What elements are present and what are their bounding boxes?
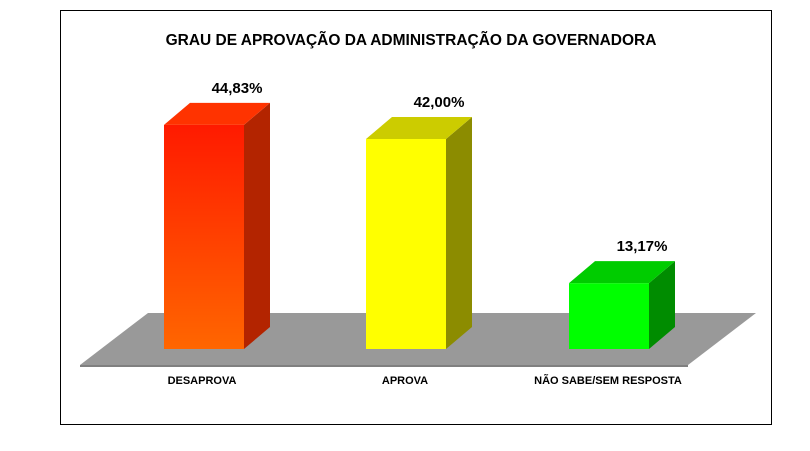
labels-layer: 44,83% DESAPROVA 42,00% APROVA 13,17% NÃO SAB…	[168, 80, 682, 387]
bar-side	[244, 102, 270, 349]
bar-front	[366, 139, 446, 349]
bar-side	[649, 261, 675, 349]
bar-front	[164, 124, 244, 349]
chart-frame: GRAU DE APROVAÇÃO DA ADMINISTRAÇÃO DA GO…	[60, 10, 772, 425]
bar-side	[446, 117, 472, 349]
bar-top	[569, 261, 675, 284]
bar-front	[569, 283, 649, 349]
value-label: 42,00%	[414, 94, 465, 111]
category-label: DESAPROVA	[168, 375, 237, 387]
category-label: APROVA	[382, 375, 428, 387]
bar-top	[164, 102, 270, 125]
value-label: 13,17%	[617, 238, 668, 255]
bar-3	[569, 261, 675, 349]
chart-title: GRAU DE APROVAÇÃO DA ADMINISTRAÇÃO DA GO…	[166, 31, 657, 49]
bar-top	[366, 117, 472, 139]
value-label: 44,83%	[212, 80, 263, 97]
bar-2	[366, 117, 472, 349]
bars-layer	[164, 102, 675, 349]
bar-chart: GRAU DE APROVAÇÃO DA ADMINISTRAÇÃO DA GO…	[80, 31, 756, 387]
bar-1	[164, 102, 270, 349]
category-label: NÃO SABE/SEM RESPOSTA	[534, 374, 682, 387]
